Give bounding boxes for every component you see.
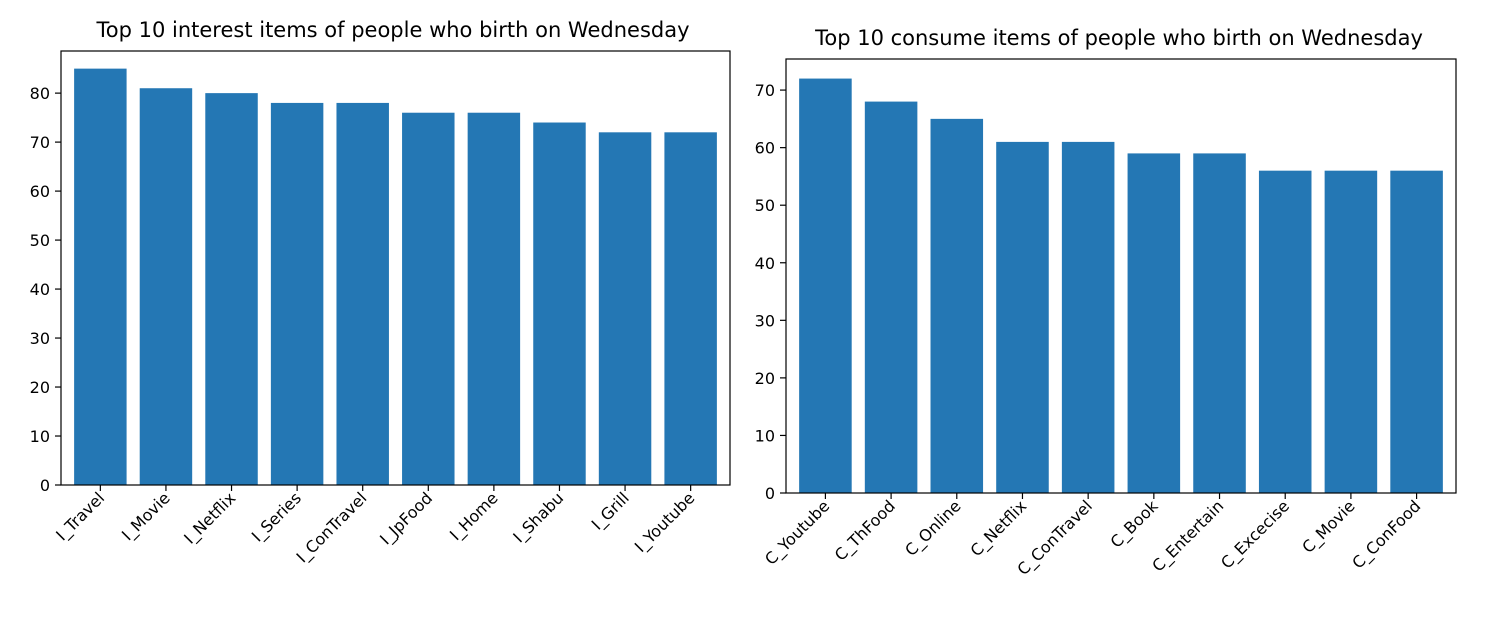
bar xyxy=(139,88,193,485)
x-tick-label: I_Youtube xyxy=(631,488,699,556)
y-tick-label: 50 xyxy=(30,231,50,250)
y-tick-label: 80 xyxy=(30,84,50,103)
y-tick-label: 20 xyxy=(755,369,775,388)
x-tick-label: I_Shabu xyxy=(509,488,568,547)
x-tick-label: C_ThFood xyxy=(831,496,900,565)
x-tick-label: C_Book xyxy=(1107,496,1163,552)
y-tick-label: 40 xyxy=(755,254,775,273)
bar xyxy=(74,68,127,485)
y-tick-label: 10 xyxy=(755,426,775,445)
x-tick-label: I_Netflix xyxy=(180,488,240,548)
interest-items-chart: Top 10 interest items of people who birt… xyxy=(30,18,731,567)
x-tick-label: C_Netflix xyxy=(966,496,1031,561)
x-tick-label: C_Online xyxy=(901,496,965,560)
x-tick-label: I_Home xyxy=(446,488,503,545)
chart-title: Top 10 consume items of people who birth… xyxy=(814,26,1423,50)
bar xyxy=(402,112,455,485)
x-tick-label: I_JpFood xyxy=(376,488,437,549)
y-tick-label: 0 xyxy=(765,484,775,503)
bar xyxy=(664,132,717,485)
y-tick-label: 40 xyxy=(30,280,50,299)
x-tick-label: I_ConTravel xyxy=(292,488,371,567)
bar xyxy=(930,118,984,494)
bar xyxy=(1127,153,1181,493)
x-tick-label: I_Series xyxy=(248,488,306,546)
x-tick-label: I_Travel xyxy=(52,488,109,545)
chart-title: Top 10 interest items of people who birt… xyxy=(95,18,689,42)
y-tick-label: 70 xyxy=(30,133,50,152)
bar xyxy=(1390,170,1443,494)
bar xyxy=(598,132,652,485)
bar xyxy=(533,122,586,486)
x-tick-label: C_Excecise xyxy=(1217,496,1294,573)
bar xyxy=(467,112,521,485)
bar xyxy=(1193,153,1246,493)
y-tick-label: 70 xyxy=(755,81,775,100)
x-tick-label: C_ConFood xyxy=(1348,496,1425,573)
x-tick-label: C_Entertain xyxy=(1148,496,1228,576)
x-tick-label: I_Movie xyxy=(118,488,175,545)
y-tick-label: 50 xyxy=(755,196,775,215)
consume-items-chart: Top 10 consume items of people who birth… xyxy=(755,26,1457,580)
y-tick-label: 60 xyxy=(30,182,50,201)
bar xyxy=(205,93,258,485)
bar xyxy=(1258,170,1312,494)
y-tick-label: 0 xyxy=(40,476,50,495)
y-tick-label: 30 xyxy=(755,311,775,330)
bar xyxy=(336,102,389,486)
y-tick-label: 30 xyxy=(30,329,50,348)
y-tick-label: 60 xyxy=(755,139,775,158)
bar xyxy=(864,101,918,493)
bar xyxy=(1061,141,1115,493)
x-tick-label: C_Youtube xyxy=(761,496,834,569)
bar xyxy=(799,78,852,493)
plot-frame xyxy=(60,50,731,486)
plot-frame xyxy=(785,58,1457,494)
bar xyxy=(270,102,324,486)
x-tick-label: I_Grill xyxy=(588,488,634,534)
y-tick-label: 20 xyxy=(30,378,50,397)
x-tick-label: C_Movie xyxy=(1298,496,1359,557)
y-tick-label: 10 xyxy=(30,427,50,446)
bar xyxy=(996,141,1049,493)
bar xyxy=(1324,170,1378,494)
